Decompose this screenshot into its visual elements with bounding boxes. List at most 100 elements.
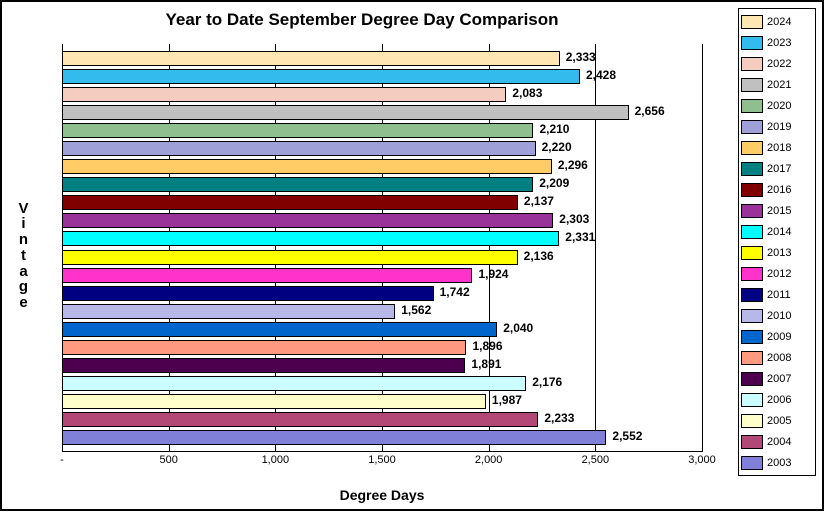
legend-swatch xyxy=(741,351,763,365)
legend-label: 2011 xyxy=(767,289,791,301)
chart-title: Year to Date September Degree Day Compar… xyxy=(2,10,722,30)
bar-2023 xyxy=(62,69,580,84)
bar-label-2011: 1,742 xyxy=(440,285,470,299)
bar-label-2024: 2,333 xyxy=(566,50,596,64)
bar-label-2012: 1,924 xyxy=(478,267,508,281)
legend-swatch xyxy=(741,99,763,113)
bar-2008 xyxy=(62,340,466,355)
bar-2004 xyxy=(62,412,538,427)
bar-label-2021: 2,656 xyxy=(635,104,665,118)
legend-swatch xyxy=(741,225,763,239)
bar-2017 xyxy=(62,177,533,192)
legend-label: 2006 xyxy=(767,394,791,406)
bar-2007 xyxy=(62,358,465,373)
legend-label: 2022 xyxy=(767,58,791,70)
bar-label-2010: 1,562 xyxy=(401,303,431,317)
legend-item-2020: 2020 xyxy=(741,95,813,116)
x-axis-label: Degree Days xyxy=(62,487,702,503)
x-tick: 2,000 xyxy=(475,454,503,466)
legend-item-2007: 2007 xyxy=(741,368,813,389)
legend-label: 2005 xyxy=(767,415,791,427)
bar-2024 xyxy=(62,51,560,66)
legend-item-2005: 2005 xyxy=(741,410,813,431)
legend-label: 2015 xyxy=(767,205,791,217)
legend-swatch xyxy=(741,120,763,134)
legend-swatch xyxy=(741,204,763,218)
legend-swatch xyxy=(741,267,763,281)
legend-swatch xyxy=(741,393,763,407)
legend-label: 2019 xyxy=(767,121,791,133)
legend-item-2009: 2009 xyxy=(741,326,813,347)
bar-label-2017: 2,209 xyxy=(539,176,569,190)
x-tick: 500 xyxy=(159,454,177,466)
legend-item-2016: 2016 xyxy=(741,179,813,200)
bar-label-2015: 2,303 xyxy=(559,212,589,226)
legend-item-2008: 2008 xyxy=(741,347,813,368)
legend-swatch xyxy=(741,372,763,386)
bar-2019 xyxy=(62,141,536,156)
legend-item-2018: 2018 xyxy=(741,137,813,158)
bar-2015 xyxy=(62,213,553,228)
legend-swatch xyxy=(741,435,763,449)
bar-2009 xyxy=(62,322,497,337)
legend-item-2004: 2004 xyxy=(741,431,813,452)
legend-item-2024: 2024 xyxy=(741,11,813,32)
legend-label: 2003 xyxy=(767,457,791,469)
legend-label: 2020 xyxy=(767,100,791,112)
legend-item-2019: 2019 xyxy=(741,116,813,137)
bar-label-2007: 1,891 xyxy=(471,357,501,371)
legend-item-2013: 2013 xyxy=(741,242,813,263)
bar-label-2013: 2,136 xyxy=(524,249,554,263)
legend-label: 2013 xyxy=(767,247,791,259)
legend-item-2023: 2023 xyxy=(741,32,813,53)
bar-2011 xyxy=(62,286,434,301)
bar-2013 xyxy=(62,250,518,265)
legend-item-2012: 2012 xyxy=(741,263,813,284)
bar-label-2023: 2,428 xyxy=(586,68,616,82)
legend-label: 2018 xyxy=(767,142,791,154)
bar-2021 xyxy=(62,105,629,120)
plot-area: 2,3332,4282,0832,6562,2102,2202,2962,209… xyxy=(62,44,702,452)
legend-swatch xyxy=(741,57,763,71)
legend-item-2017: 2017 xyxy=(741,158,813,179)
gridline xyxy=(702,44,703,452)
legend-swatch xyxy=(741,456,763,470)
x-tick: 1,500 xyxy=(368,454,396,466)
legend-label: 2009 xyxy=(767,331,791,343)
legend-item-2015: 2015 xyxy=(741,200,813,221)
legend-label: 2016 xyxy=(767,184,791,196)
bar-2006 xyxy=(62,376,526,391)
legend-label: 2012 xyxy=(767,268,791,280)
bar-label-2008: 1,896 xyxy=(472,339,502,353)
legend-item-2003: 2003 xyxy=(741,452,813,473)
bar-label-2014: 2,331 xyxy=(565,230,595,244)
legend-swatch xyxy=(741,330,763,344)
legend-item-2022: 2022 xyxy=(741,53,813,74)
bar-label-2019: 2,220 xyxy=(542,140,572,154)
legend-label: 2021 xyxy=(767,79,791,91)
legend-label: 2017 xyxy=(767,163,791,175)
legend-item-2010: 2010 xyxy=(741,305,813,326)
bar-label-2006: 2,176 xyxy=(532,375,562,389)
legend-swatch xyxy=(741,246,763,260)
legend-swatch xyxy=(741,141,763,155)
legend-swatch xyxy=(741,309,763,323)
chart-container: Year to Date September Degree Day Compar… xyxy=(0,0,824,511)
legend: 2024 2023 2022 2021 2020 2019 2018 2017 2016 2015… xyxy=(738,8,816,476)
legend-swatch xyxy=(741,162,763,176)
legend-label: 2014 xyxy=(767,226,791,238)
legend-swatch xyxy=(741,36,763,50)
x-tick: 1,000 xyxy=(262,454,290,466)
legend-item-2021: 2021 xyxy=(741,74,813,95)
legend-item-2011: 2011 xyxy=(741,284,813,305)
bar-2020 xyxy=(62,123,533,138)
legend-swatch xyxy=(741,78,763,92)
bar-2016 xyxy=(62,195,518,210)
legend-label: 2023 xyxy=(767,37,791,49)
bar-label-2003: 2,552 xyxy=(612,429,642,443)
x-tick: 3,000 xyxy=(688,454,716,466)
bar-label-2018: 2,296 xyxy=(558,158,588,172)
legend-swatch xyxy=(741,183,763,197)
bar-2014 xyxy=(62,231,559,246)
legend-label: 2007 xyxy=(767,373,791,385)
